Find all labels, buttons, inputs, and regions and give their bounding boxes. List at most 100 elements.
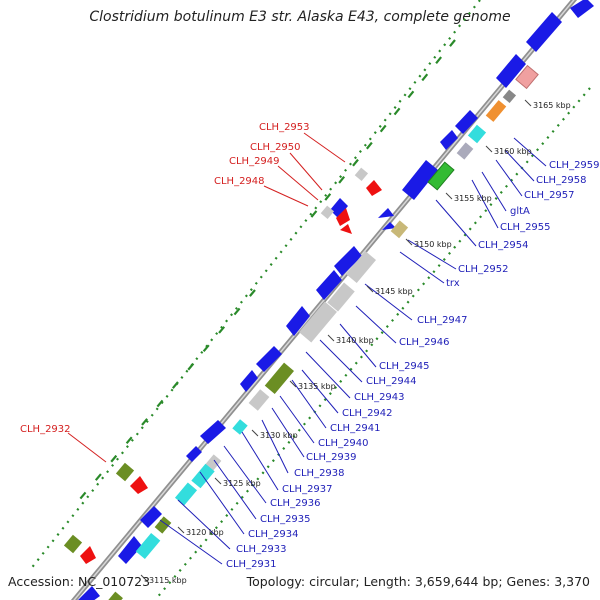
tick-mark: [327, 334, 335, 342]
gene-label[interactable]: CLH_2939: [306, 452, 357, 463]
gene-arrow[interactable]: [455, 110, 478, 134]
gene-arrow[interactable]: [496, 54, 526, 88]
red-gene-labels: CLH_2953 CLH_2950 CLH_2949 CLH_2948 CLH_2932: [20, 122, 310, 435]
gene-arrow-red[interactable]: [366, 180, 382, 196]
gene-label[interactable]: CLH_2932: [20, 424, 71, 435]
topology-text: Topology: circular; Length: 3,659,644 bp…: [246, 574, 590, 589]
gene-arrow[interactable]: [570, 0, 594, 18]
gene-cyan[interactable]: [232, 419, 248, 435]
tick-label: 3165 kbp: [533, 101, 571, 110]
gene-label[interactable]: CLH_2954: [478, 240, 529, 251]
gene-cyan[interactable]: [174, 482, 198, 506]
reverse-strand-red-genes: [80, 180, 382, 564]
gene-label[interactable]: CLH_2949: [229, 156, 280, 167]
gene-orange[interactable]: [485, 100, 507, 122]
tick-label: 3150 kbp: [414, 240, 452, 249]
gene-label[interactable]: CLH_2931: [226, 559, 277, 570]
gene-gray[interactable]: [248, 389, 270, 411]
gene-arrow-red[interactable]: [80, 546, 96, 564]
gene-olive[interactable]: [63, 534, 83, 554]
gene-label[interactable]: CLH_2945: [379, 361, 430, 372]
gene-arrow[interactable]: [378, 208, 394, 218]
gene-arrow-red[interactable]: [336, 208, 350, 226]
gene-label[interactable]: CLH_2950: [250, 142, 301, 153]
gene-olive[interactable]: [115, 462, 135, 482]
gc-skew-marks-lower: [74, 289, 256, 506]
gene-label[interactable]: CLH_2946: [399, 337, 450, 348]
gene-green[interactable]: [427, 161, 455, 191]
gene-label[interactable]: CLH_2938: [294, 468, 345, 479]
tick-mark: [214, 477, 222, 485]
gene-arrow[interactable]: [286, 306, 310, 336]
gene-label[interactable]: CLH_2958: [536, 175, 587, 186]
gene-label[interactable]: CLH_2957: [524, 190, 575, 201]
gene-arrow-red[interactable]: [130, 476, 148, 494]
gene-arrow[interactable]: [78, 586, 100, 600]
tick-mark: [524, 99, 532, 107]
gene-arrow[interactable]: [316, 270, 342, 300]
gene-arrow[interactable]: [334, 246, 362, 276]
tick-mark: [251, 429, 259, 437]
gene-olive[interactable]: [264, 362, 295, 394]
gene-arrow[interactable]: [240, 370, 258, 392]
gene-gray[interactable]: [320, 205, 335, 220]
gene-label[interactable]: CLH_2943: [354, 392, 405, 403]
blue-gene-labels: CLH_2959 CLH_2958 CLH_2957 gltA CLH_2955 CLH_…: [226, 160, 600, 570]
gene-label[interactable]: CLH_2947: [417, 315, 468, 326]
gene-label[interactable]: CLH_2936: [270, 498, 321, 509]
gene-cyan[interactable]: [135, 532, 161, 560]
gene-arrow[interactable]: [402, 160, 438, 200]
gene-label[interactable]: CLH_2940: [318, 438, 369, 449]
gene-label[interactable]: CLH_2942: [342, 408, 393, 419]
gene-label[interactable]: CLH_2933: [236, 544, 287, 555]
tick-mark: [485, 145, 493, 153]
gene-gray[interactable]: [327, 282, 355, 312]
tick-mark: [445, 192, 453, 200]
gene-arrow[interactable]: [200, 420, 226, 444]
gene-label[interactable]: CLH_2955: [500, 222, 551, 233]
tick-label: 3135 kbp: [298, 382, 336, 391]
gene-arrow-red[interactable]: [340, 224, 352, 234]
gene-gray[interactable]: [456, 142, 474, 160]
gene-label[interactable]: CLH_2953: [259, 122, 310, 133]
gene-label[interactable]: CLH_2944: [366, 376, 417, 387]
gene-label[interactable]: CLH_2935: [260, 514, 311, 525]
gene-label[interactable]: CLH_2934: [248, 529, 299, 540]
gene-olive[interactable]: [154, 516, 172, 534]
gene-arrow[interactable]: [382, 222, 396, 230]
gene-arrow[interactable]: [256, 346, 282, 372]
gene-label[interactable]: CLH_2941: [330, 423, 381, 434]
gene-gray[interactable]: [354, 167, 369, 182]
gene-gray[interactable]: [345, 251, 377, 283]
gene-label[interactable]: CLH_2952: [458, 264, 509, 275]
gene-arrow[interactable]: [330, 198, 348, 218]
forward-strand-genes: [78, 0, 594, 600]
gene-arrow[interactable]: [440, 130, 458, 150]
gene-arrow[interactable]: [186, 446, 202, 462]
gene-arrow[interactable]: [526, 12, 562, 52]
gene-label[interactable]: CLH_2937: [282, 484, 333, 495]
gene-label[interactable]: CLH_2948: [214, 176, 265, 187]
tick-label: 3115 kbp: [149, 576, 187, 585]
tick-mark: [366, 285, 374, 293]
tick-label: 3125 kbp: [223, 479, 261, 488]
tick-marks: [140, 99, 532, 582]
gene-label[interactable]: CLH_2959: [549, 160, 600, 171]
gene-label[interactable]: gltA: [510, 206, 530, 217]
gene-pink[interactable]: [515, 64, 539, 90]
gene-gray[interactable]: [502, 89, 517, 104]
tick-labels: 3165 kbp 3160 kbp 3155 kbp 3150 kbp 3145 kbp…: [149, 101, 571, 585]
tick-label: 3160 kbp: [494, 147, 532, 156]
tick-label: 3120 kbp: [186, 528, 224, 537]
gene-gray[interactable]: [299, 301, 337, 343]
tick-mark: [289, 380, 297, 388]
gene-olive[interactable]: [105, 591, 123, 600]
gene-arrow[interactable]: [118, 536, 142, 564]
gene-label[interactable]: trx: [446, 278, 460, 289]
colored-genes: [63, 64, 539, 600]
gene-tan[interactable]: [390, 220, 409, 239]
gene-cyan[interactable]: [467, 124, 487, 144]
red-leader-lines: [67, 132, 346, 463]
gene-arrow[interactable]: [140, 506, 162, 528]
gc-skew-marks: [304, 39, 456, 226]
